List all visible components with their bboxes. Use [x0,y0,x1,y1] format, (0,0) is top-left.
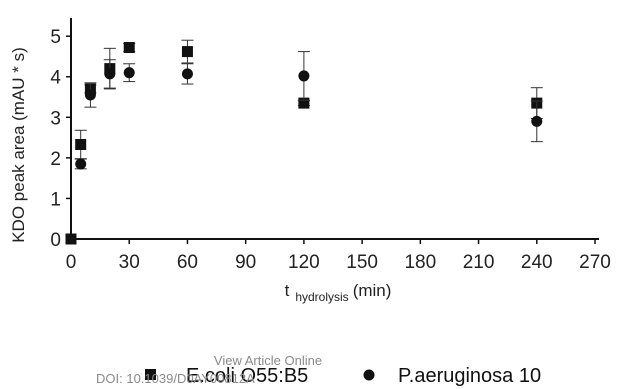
view-article-online-link[interactable]: View Article Online [214,353,322,368]
data-point-ecoli [298,97,310,109]
data-point-ecoli [181,46,193,58]
data-point-paeruginosa [104,68,116,80]
y-tick-label: 3 [50,108,61,129]
x-tick-label: 180 [404,252,436,273]
data-point-paeruginosa [181,68,193,80]
y-tick-label: 5 [50,27,61,48]
axes [70,18,599,240]
legend-label-paeruginosa: P.aeruginosa 10 [398,365,541,387]
y-tick-label: 1 [50,189,61,210]
x-tick-label: 210 [463,252,495,273]
legend-label-ecoli: E.coli O55:B5 [186,365,308,387]
y-tick-label: 4 [50,68,61,89]
x-tick-label: 240 [521,252,553,273]
data-point-ecoli [123,42,135,54]
x-tick-label: 90 [235,252,256,273]
x-tick-label: 120 [288,252,320,273]
x-axis-label-subscript: hydrolysis [295,290,348,304]
x-tick-label: 60 [177,252,198,273]
x-tick-label: 0 [66,252,77,273]
doi-text: DOI: 10.1039/D0AY00812A [96,371,255,386]
y-tick-label: 2 [50,149,61,170]
data-point-ecoli [65,233,77,245]
legend-marker-ecoli [145,369,156,380]
data-point-paeruginosa [298,70,310,82]
data-point-paeruginosa [531,115,543,127]
x-tick-label: 30 [119,252,140,273]
data-marks [65,39,543,245]
x-axis-label: t hydrolysis (min) [285,281,392,304]
x-axis-label-unit: (min) [353,281,392,300]
y-tick-label: 0 [50,230,61,251]
x-axis-label-main: t [285,281,290,300]
legend-marker-paeruginosa [363,369,375,381]
data-point-paeruginosa [84,89,96,101]
data-point-ecoli [75,138,87,150]
data-point-paeruginosa [75,158,87,170]
tick-marks: 0 30 60 90 120 150 180 210 240 270 0 1 2 3 4 5 [50,27,610,273]
y-axis-label: KDO peak area (mAU * s) [9,47,28,243]
legend: E.coli O55:B5 P.aeruginosa 10 [145,365,541,387]
x-tick-label: 150 [346,252,378,273]
x-tick-label: 270 [579,252,611,273]
data-point-paeruginosa [123,67,135,79]
